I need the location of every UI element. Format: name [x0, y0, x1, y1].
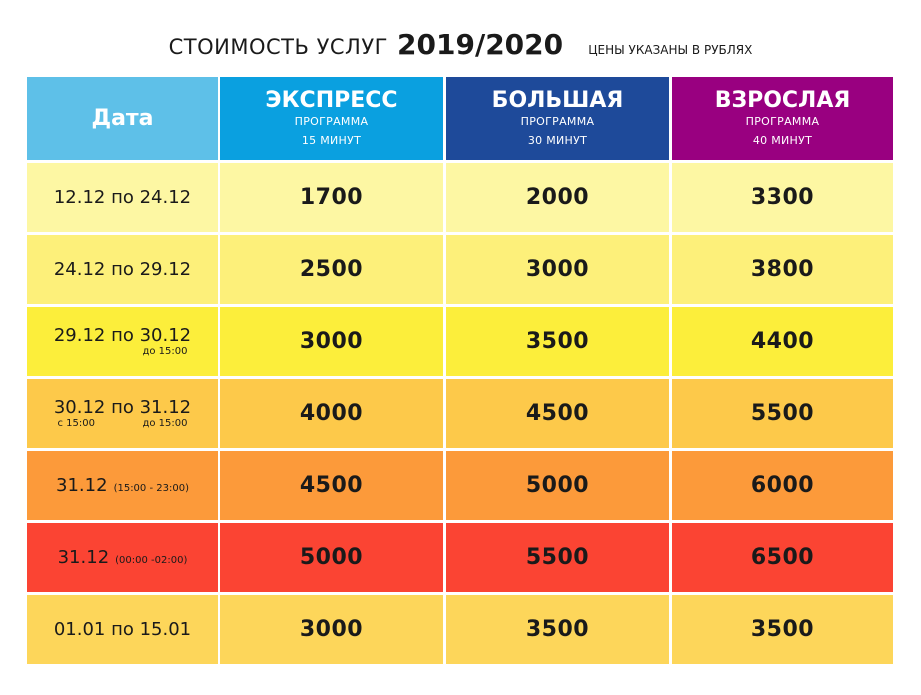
price-adult: 4400 [750, 329, 815, 354]
title-note: ЦЕНЫ УКАЗАНЫ В РУБЛЯХ [588, 43, 753, 57]
header-express: ЭКСПРЕСС ПРОГРАММА 15 МИНУТ [220, 77, 443, 160]
title-main: СТОИМОСТЬ УСЛУГ [168, 35, 388, 59]
price-express: 1700 [299, 185, 364, 210]
header-express-program: ПРОГРАММА [294, 115, 369, 128]
row-6-adult-cell: 6500 [672, 523, 893, 592]
header-date: Дата [27, 77, 218, 160]
row-1-big-cell: 2000 [446, 163, 669, 232]
header-big-duration: 30 МИНУТ [527, 134, 588, 147]
row-5-express-cell: 4500 [220, 451, 443, 520]
row-4-express-cell: 4000 [220, 379, 443, 448]
row-date: 24.12 по 29.12 [53, 259, 192, 280]
row-date-wrap: 31.12 (00:00 -02:00) [58, 547, 188, 568]
title-year: 2019/2020 [397, 28, 564, 61]
row-4-date-cell: 30.12 по 31.12 с 15:00 до 15:00 [27, 379, 218, 448]
row-1-express-cell: 1700 [220, 163, 443, 232]
row-6-express-cell: 5000 [220, 523, 443, 592]
price-big: 3000 [525, 257, 590, 282]
row-date: 30.12 по 31.12 [53, 397, 192, 418]
price-adult: 6000 [750, 473, 815, 498]
price-big: 4500 [525, 401, 590, 426]
header-adult-name: ВЗРОСЛАЯ [714, 88, 851, 113]
price-adult: 3300 [750, 185, 815, 210]
row-2-express-cell: 2500 [220, 235, 443, 304]
header-adult: ВЗРОСЛАЯ ПРОГРАММА 40 МИНУТ [672, 77, 893, 160]
page-title: СТОИМОСТЬ УСЛУГ 2019/2020 ЦЕНЫ УКАЗАНЫ В… [0, 28, 921, 61]
header-express-name: ЭКСПРЕСС [265, 88, 398, 113]
row-4-adult-cell: 5500 [672, 379, 893, 448]
price-big: 5000 [525, 473, 590, 498]
row-date-note: до 15:00 [142, 346, 188, 357]
price-express: 3000 [299, 329, 364, 354]
row-date-note-right: до 15:00 [142, 418, 188, 429]
price-big: 2000 [525, 185, 590, 210]
row-date: 29.12 по 30.12 [53, 325, 192, 346]
row-7-big-cell: 3500 [446, 595, 669, 664]
price-express: 3000 [299, 617, 364, 642]
row-2-date-cell: 24.12 по 29.12 [27, 235, 218, 304]
row-5-big-cell: 5000 [446, 451, 669, 520]
row-3-big-cell: 3500 [446, 307, 669, 376]
row-date-note: (15:00 - 23:00) [113, 483, 189, 494]
header-adult-program: ПРОГРАММА [745, 115, 820, 128]
header-big-name: БОЛЬШАЯ [491, 88, 624, 113]
row-5-date-cell: 31.12 (15:00 - 23:00) [27, 451, 218, 520]
price-adult: 3800 [750, 257, 815, 282]
price-big: 5500 [525, 545, 590, 570]
header-express-duration: 15 МИНУТ [301, 134, 362, 147]
price-adult: 6500 [750, 545, 815, 570]
price-big: 3500 [525, 617, 590, 642]
row-7-express-cell: 3000 [220, 595, 443, 664]
row-2-big-cell: 3000 [446, 235, 669, 304]
row-7-adult-cell: 3500 [672, 595, 893, 664]
row-1-adult-cell: 3300 [672, 163, 893, 232]
row-date: 01.01 по 15.01 [53, 619, 192, 640]
header-adult-duration: 40 МИНУТ [752, 134, 813, 147]
header-date-label: Дата [91, 106, 154, 131]
price-adult: 3500 [750, 617, 815, 642]
row-2-adult-cell: 3800 [672, 235, 893, 304]
row-3-express-cell: 3000 [220, 307, 443, 376]
row-date-note: (00:00 -02:00) [115, 555, 188, 566]
row-date-notes: с 15:00 до 15:00 [58, 418, 188, 430]
row-5-adult-cell: 6000 [672, 451, 893, 520]
row-3-date-cell: 29.12 по 30.12 до 15:00 [27, 307, 218, 376]
header-big: БОЛЬШАЯ ПРОГРАММА 30 МИНУТ [446, 77, 669, 160]
price-big: 3500 [525, 329, 590, 354]
row-4-big-cell: 4500 [446, 379, 669, 448]
row-date-note-left: с 15:00 [57, 418, 96, 429]
row-3-adult-cell: 4400 [672, 307, 893, 376]
row-date: 12.12 по 24.12 [53, 187, 192, 208]
row-6-date-cell: 31.12 (00:00 -02:00) [27, 523, 218, 592]
price-express: 2500 [299, 257, 364, 282]
price-express: 4500 [299, 473, 364, 498]
header-big-program: ПРОГРАММА [520, 115, 595, 128]
row-date: 31.12 [57, 547, 110, 568]
row-6-big-cell: 5500 [446, 523, 669, 592]
price-express: 5000 [299, 545, 364, 570]
row-date-wrap: 31.12 (15:00 - 23:00) [56, 475, 189, 496]
row-date: 31.12 [56, 475, 108, 496]
row-1-date-cell: 12.12 по 24.12 [27, 163, 218, 232]
price-adult: 5500 [750, 401, 815, 426]
row-7-date-cell: 01.01 по 15.01 [27, 595, 218, 664]
price-express: 4000 [299, 401, 364, 426]
